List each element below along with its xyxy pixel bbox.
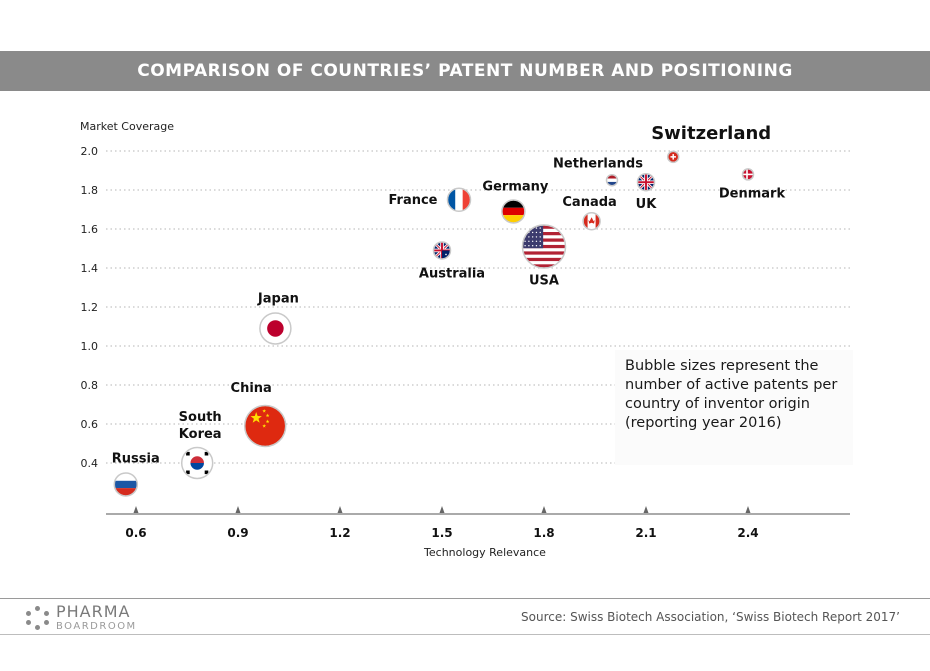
x-tick-mark (439, 506, 445, 513)
point-label-china: China (231, 381, 272, 396)
point-label-usa: USA (529, 274, 559, 289)
japan-flag (260, 313, 291, 344)
x-tick-label: 1.2 (329, 526, 350, 540)
point-label-australia: Australia (419, 266, 485, 281)
x-axis-label: Technology Relevance (423, 546, 546, 559)
china-flag (245, 405, 286, 446)
bubble-size-note-text: Bubble sizes represent the number of act… (625, 358, 838, 431)
x-tick-mark (643, 506, 649, 513)
chart-title-banner: COMPARISON OF COUNTRIES’ PATENT NUMBER A… (0, 51, 930, 91)
point-label-japan: Japan (257, 291, 299, 306)
x-tick-mark (745, 506, 751, 513)
russia-flag (114, 473, 137, 496)
uk-flag (638, 174, 654, 191)
point-label-canada: Canada (562, 195, 616, 210)
usa-flag (523, 225, 565, 268)
y-tick-label: 1.6 (81, 223, 99, 236)
chart-title: COMPARISON OF COUNTRIES’ PATENT NUMBER A… (137, 61, 793, 81)
switzerland-flag (668, 151, 679, 162)
y-tick-label: 0.4 (81, 457, 99, 470)
point-label-france: France (388, 193, 437, 208)
x-tick-label: 0.9 (227, 526, 248, 540)
denmark-flag (743, 169, 753, 180)
point-label-switzerland: Switzerland (651, 123, 771, 144)
logo-text-boardroom: BOARDROOM (56, 621, 137, 632)
canada-flag (583, 213, 600, 230)
pharmaboardroom-logo: PHARMA BOARDROOM (26, 602, 137, 632)
x-tick-mark (133, 506, 139, 513)
x-tick-label: 1.8 (533, 526, 554, 540)
point-label-russia: Russia (112, 451, 160, 466)
x-tick-label: 0.6 (125, 526, 146, 540)
south-korea-flag (182, 448, 213, 478)
logo-dots-icon (26, 606, 50, 630)
bubble-chart: 0.4 0.6 0.8 1.0 1.2 1.4 1.6 1.8 2.0 Market Covera… (80, 120, 850, 559)
x-tick-label: 2.1 (635, 526, 656, 540)
x-tick-mark (235, 506, 241, 513)
y-tick-label: 1.2 (81, 301, 99, 314)
x-tick-label: 2.4 (737, 526, 758, 540)
france-flag (448, 188, 470, 211)
logo-text-pharma: PHARMA (56, 602, 131, 621)
y-tick-label: 0.8 (81, 379, 99, 392)
y-tick-label: 1.0 (81, 340, 99, 353)
y-axis-label: Market Coverage (80, 120, 174, 133)
y-tick-label: 1.8 (81, 184, 99, 197)
australia-flag (434, 242, 450, 259)
source-citation: Source: Swiss Biotech Association, ‘Swis… (521, 610, 900, 624)
x-tick-mark (541, 506, 547, 513)
y-tick-label: 1.4 (81, 262, 99, 275)
point-label-denmark: Denmark (719, 186, 786, 201)
germany-flag (502, 200, 525, 223)
point-label-netherlands: Netherlands (553, 156, 643, 171)
point-label-uk: UK (636, 197, 658, 212)
x-tick-mark (337, 506, 343, 513)
y-tick-label: 0.6 (81, 418, 99, 431)
footer-bottom-divider (0, 634, 930, 635)
x-tick-label: 1.5 (431, 526, 452, 540)
point-label-germany: Germany (482, 179, 548, 194)
y-tick-label: 2.0 (81, 145, 99, 158)
footer-divider (0, 598, 930, 599)
netherlands-flag (607, 175, 617, 186)
bubble-size-note: Bubble sizes represent the number of act… (615, 350, 853, 465)
point-label-south-korea: South Korea (179, 410, 222, 442)
